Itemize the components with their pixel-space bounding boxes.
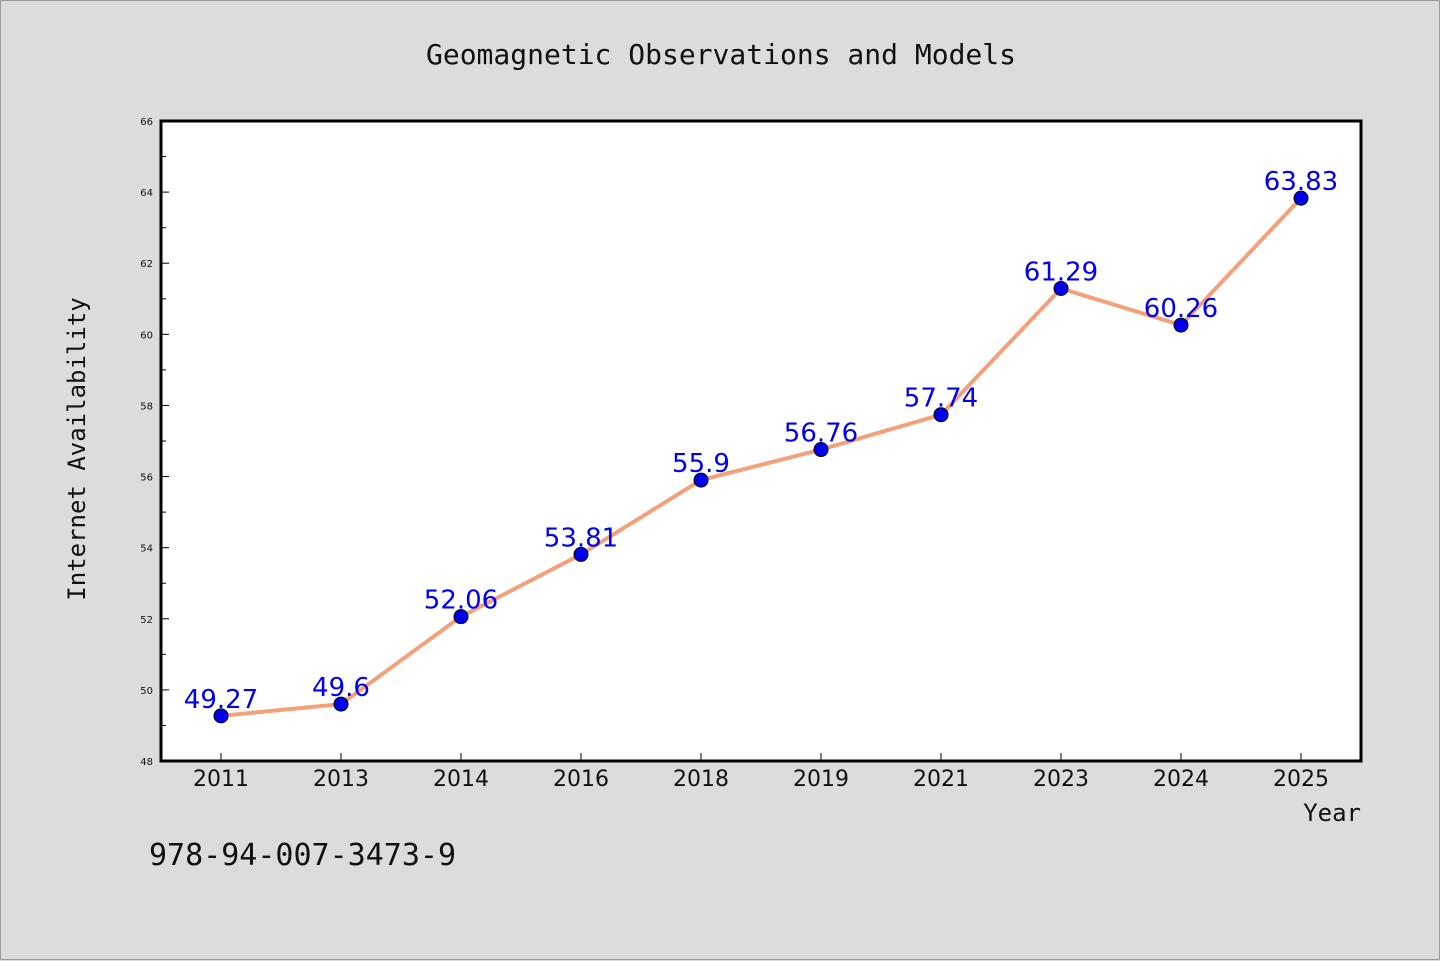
plot-area: [159, 119, 1363, 763]
y-axis: 48 50 52 54 56 58 60 62 64 66: [140, 117, 169, 768]
data-label: 57.74: [904, 384, 978, 414]
data-point: [693, 472, 709, 488]
x-axis: 2011 2013 2014 2016 2018 2019 2021 2023 2024 2025: [193, 753, 1329, 792]
data-point: [453, 609, 469, 625]
chart-title: Geomagnetic Observations and Models: [426, 38, 1016, 71]
x-tick-label: 2023: [1033, 767, 1089, 792]
y-axis-label: Internet Availability: [63, 297, 91, 600]
x-tick-label: 2011: [193, 767, 249, 792]
y-tick-label: 56: [140, 473, 153, 484]
x-axis-label: Year: [1303, 799, 1361, 827]
x-tick-label: 2021: [913, 767, 969, 792]
data-label: 56.76: [784, 419, 858, 449]
y-tick-label: 54: [140, 544, 153, 555]
x-tick-label: 2016: [553, 767, 609, 792]
data-point: [213, 708, 229, 724]
y-tick-label: 66: [140, 117, 153, 128]
data-label: 60.26: [1144, 294, 1218, 324]
footer-code: 978-94-007-3473-9: [149, 838, 456, 873]
x-tick-label: 2019: [793, 767, 849, 792]
y-tick-label: 58: [140, 401, 153, 412]
data-point: [1053, 280, 1069, 296]
data-point: [933, 407, 949, 423]
series-line: [220, 196, 1303, 718]
data-label: 53.81: [544, 523, 618, 553]
y-tick-label: 60: [140, 330, 153, 341]
y-tick-label: 50: [140, 686, 153, 697]
y-tick-label: 48: [140, 757, 153, 768]
data-label: 52.06: [424, 586, 498, 616]
data-point: [573, 546, 589, 562]
x-tick-label: 2018: [673, 767, 729, 792]
data-label: 61.29: [1024, 257, 1098, 287]
y-tick-label: 52: [140, 615, 153, 626]
data-label: 49.27: [184, 685, 258, 715]
y-tick-label: 62: [140, 259, 153, 270]
data-label: 63.83: [1264, 167, 1338, 197]
data-point: [333, 696, 349, 712]
data-point: [1173, 317, 1189, 333]
data-label: 49.6: [312, 673, 370, 703]
data-point: [813, 442, 829, 458]
x-tick-label: 2024: [1153, 767, 1209, 792]
x-tick-label: 2014: [433, 767, 489, 792]
data-point: [1293, 190, 1309, 206]
x-tick-label: 2013: [313, 767, 369, 792]
data-label: 55.9: [672, 449, 730, 479]
series-layer: 49.27 49.6 52.06 53.81 55.9 56.76 57.74 61.29 60…: [184, 167, 1338, 724]
y-tick-label: 64: [140, 188, 153, 199]
x-tick-label: 2025: [1273, 767, 1329, 792]
